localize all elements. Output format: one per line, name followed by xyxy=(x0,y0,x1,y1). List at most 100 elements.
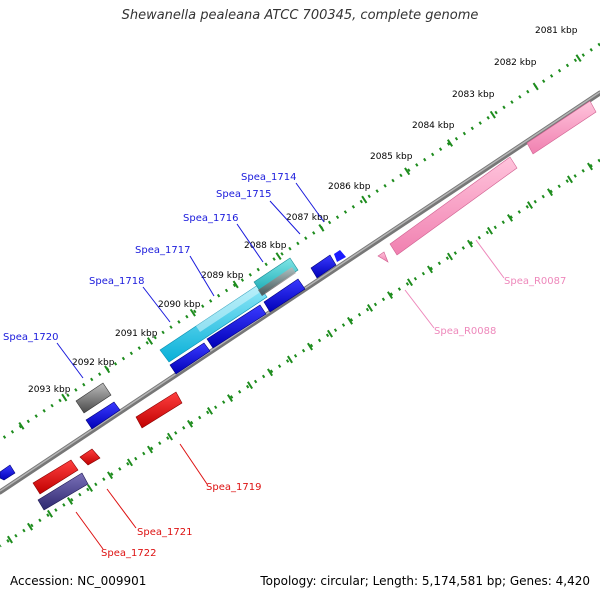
scale-label-2081: 2081 kbp xyxy=(535,26,578,36)
feature-spea-r0088-pink[interactable] xyxy=(377,251,389,263)
ruler-tick xyxy=(406,278,414,287)
feature-spea-1720-grey[interactable] xyxy=(75,382,112,414)
scale-label-2082: 2082 kbp xyxy=(494,58,537,68)
gene-label-spea-1716[interactable]: Spea_1716 xyxy=(183,213,238,224)
ruler-tick xyxy=(566,175,574,184)
feature-blue-cds-2[interactable] xyxy=(206,304,267,349)
gene-labels: Spea_1714 Spea_1715 Spea_1716 Spea_1717 … xyxy=(3,172,566,559)
gene-label-spea-1715[interactable]: Spea_1715 xyxy=(216,189,271,200)
leader-spea-1718 xyxy=(142,286,171,323)
scale-label-2090: 2090 kbp xyxy=(158,300,201,310)
scale-labels: 2081 kbp 2082 kbp 2083 kbp 2084 kbp 2085… xyxy=(28,26,578,395)
ruler-tick xyxy=(246,381,254,390)
ruler-tick xyxy=(286,355,294,364)
ruler-tick xyxy=(532,82,539,91)
feature-spea-1722-purple[interactable] xyxy=(37,472,89,511)
scale-label-2088: 2088 kbp xyxy=(244,241,287,251)
ruler-tick xyxy=(232,280,239,289)
scale-label-2093: 2093 kbp xyxy=(28,385,71,395)
scale-label-2083: 2083 kbp xyxy=(452,90,495,100)
scale-label-2092: 2092 kbp xyxy=(72,358,115,368)
feature-spea-1719-red[interactable] xyxy=(135,391,183,429)
gene-label-spea-1718[interactable]: Spea_1718 xyxy=(89,276,144,287)
feature-spea-1714-arrow[interactable] xyxy=(334,250,346,262)
ruler-tick xyxy=(146,445,154,454)
scale-label-2089: 2089 kbp xyxy=(201,271,244,281)
leader-lines xyxy=(56,182,505,550)
ruler-tick xyxy=(361,195,368,204)
leader-spea-1716 xyxy=(236,223,264,263)
feature-spea-r0087-pink[interactable] xyxy=(389,156,518,256)
leader-spea-1719 xyxy=(179,443,208,485)
ruler-tick xyxy=(206,406,214,415)
gene-label-spea-1717[interactable]: Spea_1717 xyxy=(135,245,190,256)
feature-blue-cds-4[interactable] xyxy=(85,401,121,430)
ruler-tick xyxy=(426,265,434,274)
genome-summary-text: Topology: circular; Length: 5,174,581 bp… xyxy=(260,574,590,588)
leader-spea-r0087 xyxy=(475,239,505,279)
outer-ruler-dots xyxy=(0,42,600,442)
ruler-tick xyxy=(575,54,582,63)
feature-spea-1716-grey[interactable] xyxy=(258,267,296,296)
ruler-tick xyxy=(146,337,154,345)
leader-spea-r0088 xyxy=(404,289,435,329)
ruler-tick xyxy=(318,223,325,232)
ruler-tick xyxy=(466,239,474,248)
ruler-tick xyxy=(61,393,68,402)
ruler-tick xyxy=(189,308,196,317)
leader-spea-1721 xyxy=(106,488,137,529)
ruler-tick xyxy=(226,394,234,402)
feature-red-small[interactable] xyxy=(79,448,101,466)
ruler-tick xyxy=(126,458,134,467)
inner-ruler-ticks xyxy=(6,162,594,544)
gene-label-spea-1720[interactable]: Spea_1720 xyxy=(3,332,58,343)
ruler-tick xyxy=(346,316,354,325)
gene-label-spea-r0087[interactable]: Spea_R0087 xyxy=(504,276,566,287)
ruler-tick xyxy=(18,421,25,430)
scale-label-2084: 2084 kbp xyxy=(412,121,455,131)
gene-label-spea-1719[interactable]: Spea_1719 xyxy=(206,482,261,493)
leader-spea-1720 xyxy=(56,342,84,379)
leader-spea-1714 xyxy=(295,182,325,223)
reverse-features xyxy=(32,100,597,511)
ruler-tick xyxy=(446,139,454,147)
ruler-tick xyxy=(366,304,374,312)
ruler-tick xyxy=(6,535,14,544)
ruler-tick xyxy=(306,342,314,351)
feature-blue-cds-1[interactable] xyxy=(169,342,211,375)
ruler-tick xyxy=(106,471,114,480)
ruler-tick xyxy=(506,213,514,222)
ruler-tick xyxy=(404,167,411,176)
scale-label-2091: 2091 kbp xyxy=(115,329,158,339)
ruler-tick xyxy=(546,188,554,197)
gene-label-spea-1722[interactable]: Spea_1722 xyxy=(101,548,156,559)
feature-spea-1721-red[interactable] xyxy=(32,459,79,495)
leader-spea-1722 xyxy=(75,511,104,550)
gene-label-spea-1721[interactable]: Spea_1721 xyxy=(137,527,192,538)
scale-label-2086: 2086 kbp xyxy=(328,182,371,192)
leader-spea-1715 xyxy=(269,200,301,235)
ruler-tick xyxy=(86,484,94,493)
scale-label-2087: 2087 kbp xyxy=(286,213,329,223)
ruler-tick xyxy=(326,329,334,338)
feature-blue-cds-5[interactable] xyxy=(0,464,16,481)
ruler-tick xyxy=(46,509,54,518)
ruler-tick xyxy=(166,432,174,441)
ruler-tick xyxy=(526,201,534,209)
ruler-tick xyxy=(266,368,274,377)
gene-label-spea-1714[interactable]: Spea_1714 xyxy=(241,172,296,183)
feature-pink-right[interactable] xyxy=(526,100,597,155)
ruler-tick xyxy=(275,252,282,261)
feature-blue-cds-3[interactable] xyxy=(263,278,306,313)
gene-label-spea-r0088[interactable]: Spea_R0088 xyxy=(434,326,496,337)
leader-spea-1717 xyxy=(189,255,215,297)
forward-features xyxy=(0,250,346,481)
outer-ruler-ticks xyxy=(18,54,582,430)
feature-cyan-band-2[interactable] xyxy=(196,285,262,332)
map-title: Shewanella pealeana ATCC 700345, complet… xyxy=(121,8,479,23)
ruler-tick xyxy=(486,226,494,235)
ruler-tick xyxy=(66,497,74,505)
feature-spea-1714-blue[interactable] xyxy=(310,254,337,279)
ruler-tick xyxy=(104,365,111,374)
